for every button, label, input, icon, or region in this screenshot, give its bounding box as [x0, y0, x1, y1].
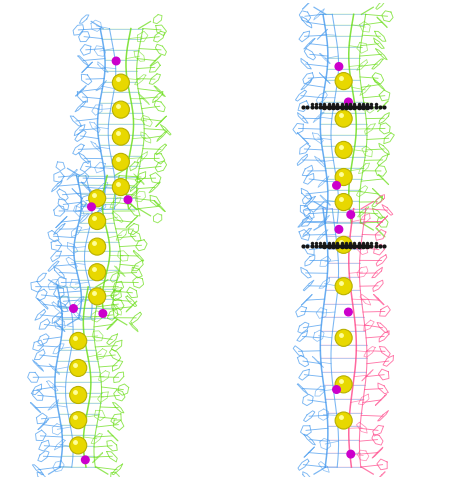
Circle shape [124, 196, 132, 204]
Circle shape [88, 203, 95, 211]
Circle shape [345, 308, 352, 316]
Circle shape [70, 332, 87, 350]
Circle shape [112, 128, 129, 145]
Circle shape [335, 63, 343, 70]
Circle shape [89, 238, 106, 255]
Circle shape [335, 169, 352, 185]
Circle shape [345, 98, 352, 106]
Circle shape [335, 330, 352, 346]
Circle shape [335, 376, 352, 393]
Circle shape [70, 359, 87, 376]
Circle shape [335, 72, 352, 90]
Circle shape [70, 387, 87, 403]
Circle shape [333, 182, 340, 189]
Circle shape [70, 437, 87, 454]
Circle shape [70, 411, 87, 429]
Circle shape [112, 179, 129, 195]
Circle shape [335, 141, 352, 159]
Circle shape [335, 194, 352, 211]
Circle shape [112, 101, 129, 118]
Circle shape [82, 456, 89, 464]
Circle shape [89, 263, 106, 281]
Circle shape [99, 309, 107, 317]
Circle shape [335, 412, 352, 429]
Circle shape [89, 213, 106, 229]
Circle shape [89, 288, 106, 305]
Circle shape [70, 305, 77, 312]
Circle shape [89, 190, 106, 207]
Circle shape [112, 74, 129, 91]
Circle shape [347, 450, 355, 458]
Circle shape [335, 110, 352, 127]
Circle shape [347, 211, 355, 218]
Circle shape [333, 386, 340, 393]
Circle shape [335, 226, 343, 233]
Circle shape [112, 153, 129, 171]
Circle shape [335, 278, 352, 295]
Circle shape [112, 57, 120, 65]
Circle shape [335, 236, 352, 253]
